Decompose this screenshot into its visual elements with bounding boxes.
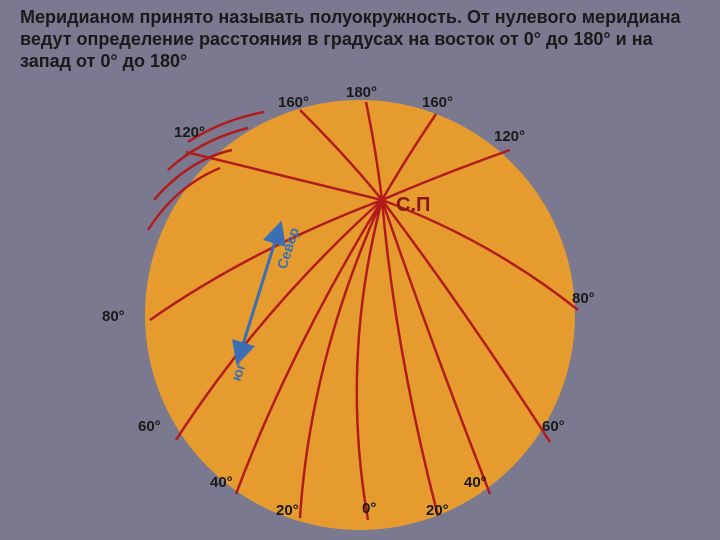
degree-label: 60°: [542, 418, 565, 435]
degree-label: 160°: [422, 94, 453, 111]
north-pole-label: С.П: [396, 194, 430, 217]
degree-label: 80°: [102, 308, 125, 325]
degree-label: 40°: [210, 474, 233, 491]
degree-label: 160°: [278, 94, 309, 111]
title-text: Меридианом принято называть полуокружнос…: [20, 6, 700, 72]
degree-label: 180°: [346, 84, 377, 101]
diagram-stage: Меридианом принято называть полуокружнос…: [0, 0, 720, 540]
degree-label: 80°: [572, 290, 595, 307]
degree-label: 60°: [138, 418, 161, 435]
degree-label: 20°: [426, 502, 449, 519]
degree-label: 120°: [174, 124, 205, 141]
degree-label: 0°: [362, 500, 376, 517]
globe-disc: [145, 100, 575, 530]
degree-label: 20°: [276, 502, 299, 519]
degree-label: 120°: [494, 128, 525, 145]
degree-label: 40°: [464, 474, 487, 491]
